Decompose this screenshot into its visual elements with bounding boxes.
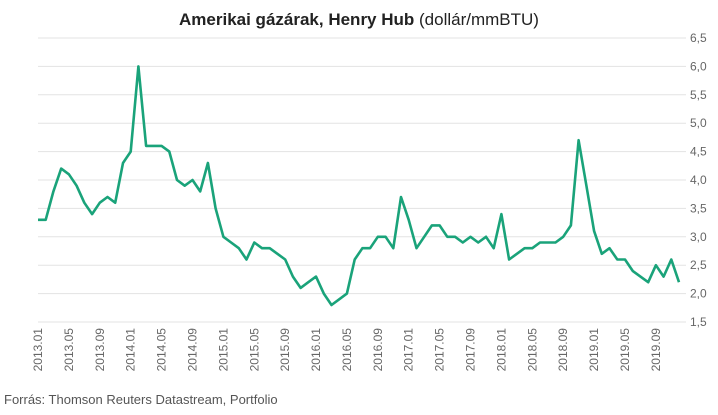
chart-title-main: Amerikai gázárak, Henry Hub [179,10,415,29]
y-tick-label: 2,0 [690,287,707,301]
x-axis-ticks: 2013.01 2013.05 2013.09 2014.01 2014.05 2014.… [31,328,663,372]
y-tick-label: 2,5 [690,258,707,272]
x-tick-label: 2019.09 [649,328,663,372]
x-tick-label: 2019.01 [587,328,601,372]
x-tick-label: 2014.01 [124,328,138,372]
x-tick-label: 2018.05 [525,328,539,372]
y-tick-label: 5,0 [690,116,707,130]
x-tick-label: 2014.09 [185,328,199,372]
x-tick-label: 2018.09 [556,328,570,372]
x-tick-label: 2019.05 [618,328,632,372]
source-note: Forrás: Thomson Reuters Datastream, Port… [4,392,278,407]
x-tick-label: 2017.05 [433,328,447,372]
y-tick-label: 3,0 [690,230,707,244]
x-tick-label: 2013.05 [62,328,76,372]
chart-title-unit: (dollár/mmBTU) [419,10,539,29]
y-tick-label: 3,5 [690,201,707,215]
x-tick-label: 2018.01 [494,328,508,372]
chart-title: Amerikai gázárak, Henry Hub (dollár/mmBT… [0,10,718,30]
x-tick-label: 2016.01 [309,328,323,372]
y-tick-label: 5,5 [690,88,707,102]
series-line-henry-hub [38,65,681,307]
x-tick-label: 2013.09 [93,328,107,372]
x-tick-label: 2017.09 [464,328,478,372]
y-tick-label: 4,5 [690,145,707,159]
gridlines [38,37,686,323]
x-tick-label: 2013.01 [31,328,45,372]
x-tick-label: 2014.05 [155,328,169,372]
x-tick-label: 2015.01 [216,328,230,372]
y-axis-ticks: 1,5 2,0 2,5 3,0 3,5 4,0 4,5 5,0 5,5 6,0 6,5 [690,31,707,329]
x-tick-label: 2016.09 [371,328,385,372]
x-tick-label: 2017.01 [402,328,416,372]
x-tick-label: 2015.05 [247,328,261,372]
y-tick-label: 1,5 [690,315,707,329]
y-tick-label: 6,0 [690,59,707,73]
x-tick-label: 2016.05 [340,328,354,372]
x-tick-label: 2015.09 [278,328,292,372]
y-tick-label: 4,0 [690,173,707,187]
y-tick-label: 6,5 [690,31,707,45]
